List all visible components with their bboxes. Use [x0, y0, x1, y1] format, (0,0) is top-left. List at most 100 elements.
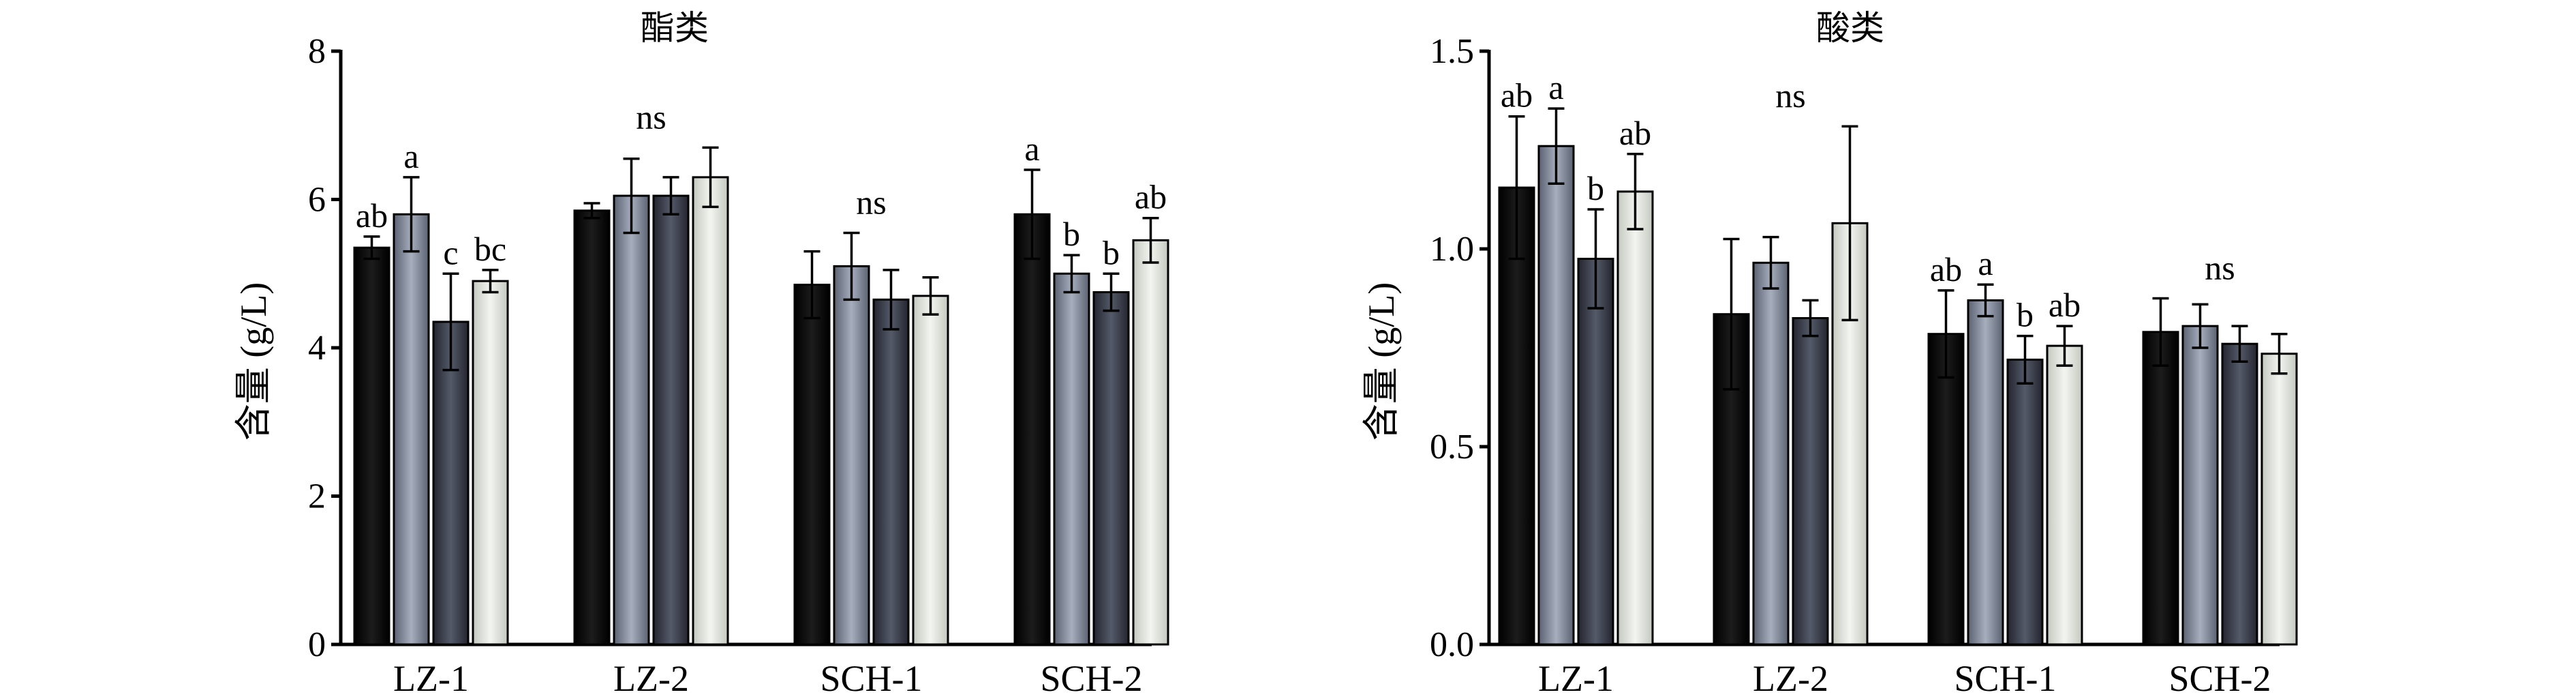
significance-letter: a — [1024, 130, 1039, 168]
bar — [1013, 213, 1051, 646]
bar — [353, 246, 390, 646]
significance-group-label: ns — [1775, 76, 1805, 115]
bar — [1752, 261, 1790, 646]
bar — [793, 284, 831, 646]
error-bar — [1142, 216, 1159, 264]
significance-letter: ab — [1135, 178, 1167, 216]
bar — [1792, 317, 1829, 646]
x-category-label: LZ-2 — [613, 658, 689, 699]
bar — [833, 265, 870, 646]
significance-letter: ab — [1619, 114, 1651, 152]
error-bar — [843, 231, 860, 301]
bar — [912, 295, 949, 646]
bar — [1498, 186, 1535, 646]
bar — [2221, 342, 2258, 646]
error-bar — [2152, 297, 2169, 367]
y-tick-label: 1.5 — [1430, 32, 1474, 71]
error-bar — [2056, 325, 2073, 367]
bar — [2181, 325, 2219, 646]
bar — [1053, 272, 1090, 646]
significance-letter: ab — [1501, 76, 1533, 115]
error-bar — [922, 276, 939, 316]
error-bar — [2231, 325, 2248, 363]
y-axis-label: 含量 (g/L) — [233, 282, 274, 441]
error-bars — [363, 146, 1159, 372]
x-category-label: SCH-2 — [2168, 658, 2271, 699]
error-bar — [1508, 115, 1525, 261]
error-bar — [1587, 208, 1604, 310]
error-bar — [403, 176, 420, 253]
significance-group-label: ns — [636, 98, 666, 136]
error-bar — [583, 202, 600, 220]
bar — [652, 194, 690, 646]
error-bar — [2271, 332, 2288, 375]
x-axis-categories: LZ-1 LZ-2 SCH-1 SCH-2 — [1538, 658, 2271, 699]
bar — [393, 213, 430, 646]
bar — [472, 280, 509, 646]
bar — [1831, 222, 1869, 646]
error-bar — [803, 250, 821, 320]
bar — [692, 176, 729, 646]
bar — [872, 298, 910, 646]
x-category-label: LZ-1 — [393, 658, 469, 699]
error-bar — [662, 176, 679, 215]
error-bar — [1802, 299, 1819, 338]
significance-letter: b — [1063, 215, 1080, 253]
bars — [1498, 145, 2298, 646]
error-bar — [363, 235, 380, 261]
bar — [2046, 344, 2083, 646]
error-bar — [442, 272, 459, 372]
significance-letter: a — [1978, 244, 1993, 282]
bar — [1092, 291, 1130, 646]
error-bar — [1548, 107, 1565, 185]
error-bar — [482, 269, 499, 294]
y-axis-ticks: 0 2 4 6 8 — [308, 32, 341, 664]
y-tick-label: 0.0 — [1430, 625, 1474, 664]
error-bar — [2017, 334, 2034, 385]
y-tick-label: 0 — [308, 625, 326, 664]
bar — [432, 321, 470, 646]
significance-letter: c — [443, 233, 458, 271]
bar — [613, 194, 650, 646]
x-category-label: LZ-1 — [1538, 658, 1614, 699]
x-category-label: LZ-2 — [1753, 658, 1828, 699]
bar — [2006, 358, 2044, 646]
x-category-label: SCH-1 — [1954, 658, 2056, 699]
significance-letter: b — [1587, 169, 1604, 207]
error-bar — [883, 269, 900, 331]
significance-letter: b — [2017, 296, 2034, 334]
chart-title: 酯类 — [641, 9, 709, 47]
chart-title: 酸类 — [1816, 9, 1884, 47]
significance-letter: ab — [1930, 250, 1962, 288]
bar — [2142, 331, 2179, 646]
significance-letter: b — [1103, 233, 1120, 271]
error-bar — [1627, 153, 1644, 230]
significance-letter: a — [403, 137, 418, 175]
error-bar — [1024, 168, 1041, 261]
error-bar — [1841, 125, 1858, 322]
error-bar — [2192, 303, 2209, 349]
significance-group-label: ns — [856, 183, 886, 221]
error-bar — [1103, 272, 1120, 312]
error-bar — [1937, 289, 1954, 379]
error-bar — [1063, 254, 1080, 294]
y-tick-label: 4 — [308, 329, 326, 368]
bar — [1132, 239, 1169, 646]
bar — [2260, 353, 2298, 646]
bar — [1577, 258, 1614, 646]
error-bar — [1723, 237, 1740, 391]
bar — [1927, 333, 1965, 646]
significance-letter: ab — [356, 196, 388, 235]
significance-letter: a — [1548, 68, 1563, 106]
bars — [353, 176, 1169, 646]
y-tick-label: 2 — [308, 477, 326, 516]
y-tick-label: 0.5 — [1430, 428, 1474, 466]
significance-letter: ab — [2049, 286, 2081, 324]
significance-letter: bc — [474, 230, 506, 268]
error-bar — [1762, 235, 1779, 290]
